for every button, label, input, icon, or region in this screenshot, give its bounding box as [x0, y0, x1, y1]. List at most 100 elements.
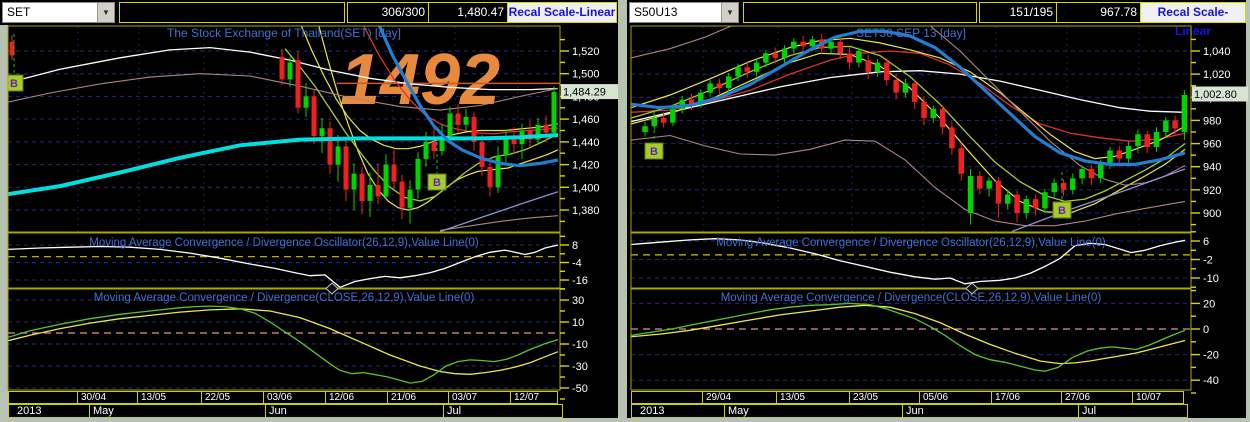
svg-text:30: 30	[572, 295, 584, 307]
month-cell: Jun	[265, 404, 444, 418]
macd-panel: Moving Average Convergence / Divergence(…	[631, 292, 1191, 381]
dropdown-arrow-icon[interactable]: ▼	[97, 3, 114, 22]
svg-text:1,380: 1,380	[572, 205, 600, 217]
svg-text:900: 900	[1203, 208, 1221, 220]
svg-text:1,460: 1,460	[572, 114, 600, 126]
symbol-label-left: SET	[7, 5, 31, 19]
svg-text:940: 940	[1203, 162, 1221, 174]
svg-text:1,020: 1,020	[1203, 69, 1231, 81]
svg-text:-10: -10	[572, 339, 588, 351]
last-value-left: 1,480.47	[428, 2, 510, 23]
svg-text:1,440: 1,440	[572, 137, 600, 149]
svg-text:-10: -10	[1203, 273, 1219, 285]
buy-marker: B	[644, 142, 664, 160]
month-cell: Jul	[1078, 404, 1188, 418]
svg-text:-16: -16	[572, 275, 588, 287]
svg-text:8: 8	[572, 240, 578, 252]
svg-text:-4: -4	[572, 258, 582, 270]
year-cell: 2013	[8, 404, 90, 418]
date-cell: 21/06	[387, 391, 449, 404]
svg-text:B: B	[650, 146, 658, 158]
date-cell: 10/07	[1132, 391, 1184, 404]
svg-text:1,484.29: 1,484.29	[563, 87, 606, 99]
svg-text:960: 960	[1203, 139, 1221, 151]
svg-text:B: B	[433, 177, 441, 189]
oscillator-title: Moving Average Convergence / Divergence …	[89, 237, 479, 249]
svg-text:20: 20	[1203, 298, 1215, 310]
svg-text:980: 980	[1203, 115, 1221, 127]
date-cell: 23/05	[849, 391, 920, 404]
date-cell: 29/04	[702, 391, 777, 404]
last-value-right: 967.78	[1056, 2, 1143, 23]
last-price-tag: 1,484.29	[561, 84, 618, 100]
svg-text:1,500: 1,500	[572, 69, 600, 81]
buy-marker: B	[427, 173, 447, 191]
month-axis-right: 2013 May Jun Jul	[631, 404, 1191, 418]
date-cell: 22/05	[201, 391, 264, 404]
macd-title: Moving Average Convergence / Divergence(…	[721, 292, 1102, 304]
symbol-label-right: S50U13	[634, 5, 678, 19]
svg-text:1,002.80: 1,002.80	[1194, 89, 1237, 101]
date-cell: 03/06	[263, 391, 326, 404]
month-cell: May	[724, 404, 903, 418]
recal-scale-button-right[interactable]: Recal Scale-Linear	[1140, 2, 1246, 38]
month-cell: May	[89, 404, 266, 418]
svg-text:1,520: 1,520	[572, 46, 600, 58]
svg-text:1,040: 1,040	[1203, 46, 1231, 58]
month-cell: Jul	[443, 404, 563, 418]
scroll-diamond-icon	[325, 282, 339, 295]
date-cell: 12/06	[325, 391, 388, 404]
date-cell: 13/05	[776, 391, 850, 404]
svg-text:1,400: 1,400	[572, 182, 600, 194]
dropdown-arrow-icon[interactable]: ▼	[721, 3, 738, 22]
svg-text:B: B	[1058, 205, 1066, 217]
svg-text:1,420: 1,420	[572, 160, 600, 172]
date-axis-right: 29/04 13/05 23/05 05/06 17/06 27/06 10/07	[631, 391, 1191, 404]
symbol-select-left[interactable]: SET ▼	[2, 2, 115, 23]
date-cell	[631, 391, 703, 404]
date-axis-left: 30/04 13/05 22/05 03/06 12/06 21/06 03/07 12/07	[8, 391, 566, 404]
scroll-diamond-icon	[965, 282, 979, 295]
date-cell: 05/06	[919, 391, 992, 404]
month-axis-left: 2013 May Jun Jul	[8, 404, 566, 418]
svg-text:-50: -50	[572, 383, 588, 395]
svg-text:920: 920	[1203, 185, 1221, 197]
chart-title: The Stock Exchange of Thailand(SET) [day…	[167, 26, 401, 40]
candles	[642, 33, 1188, 225]
last-price-tag: 1,002.80	[1192, 86, 1248, 102]
macd-title: Moving Average Convergence / Divergence(…	[94, 292, 475, 304]
quote-field-right	[743, 2, 977, 23]
quote-field-left	[119, 2, 345, 23]
svg-text:-40: -40	[1203, 375, 1219, 387]
svg-text:-30: -30	[572, 361, 588, 373]
symbol-select-right[interactable]: S50U13 ▼	[629, 2, 739, 23]
macd-panel: Moving Average Convergence / Divergence(…	[8, 292, 560, 389]
left-edge-strip	[0, 25, 8, 418]
bars-count-left: 306/300	[347, 2, 431, 23]
bars-count-right: 151/195	[979, 2, 1059, 23]
svg-text:0: 0	[1203, 324, 1209, 336]
recal-scale-button-left[interactable]: Recal Scale-Linear	[507, 2, 617, 23]
date-cell: 12/07	[510, 391, 558, 404]
svg-text:-20: -20	[1203, 350, 1219, 362]
oscillator-panel: Moving Average Convergence / Divergence …	[631, 237, 1191, 285]
date-cell: 17/06	[991, 391, 1062, 404]
date-cell: 30/04	[77, 391, 138, 404]
chart-title: SET50 SEP 13 [day]	[856, 26, 966, 40]
main-chart-right[interactable]: B B SET50 SEP 13 [day] Moving Average Conve…	[630, 24, 1248, 394]
oscillator-title: Moving Average Convergence / Divergence …	[716, 237, 1106, 249]
date-cell: 13/05	[137, 391, 202, 404]
svg-text:B: B	[10, 78, 18, 90]
buy-marker: B	[8, 74, 24, 92]
svg-text:10: 10	[572, 317, 584, 329]
buy-marker: B	[1052, 201, 1072, 219]
date-cell	[8, 391, 78, 404]
date-cell: 27/06	[1061, 391, 1133, 404]
svg-text:-2: -2	[1203, 255, 1213, 267]
date-cell: 03/07	[448, 391, 511, 404]
svg-text:6: 6	[1203, 236, 1209, 248]
year-cell: 2013	[631, 404, 725, 418]
